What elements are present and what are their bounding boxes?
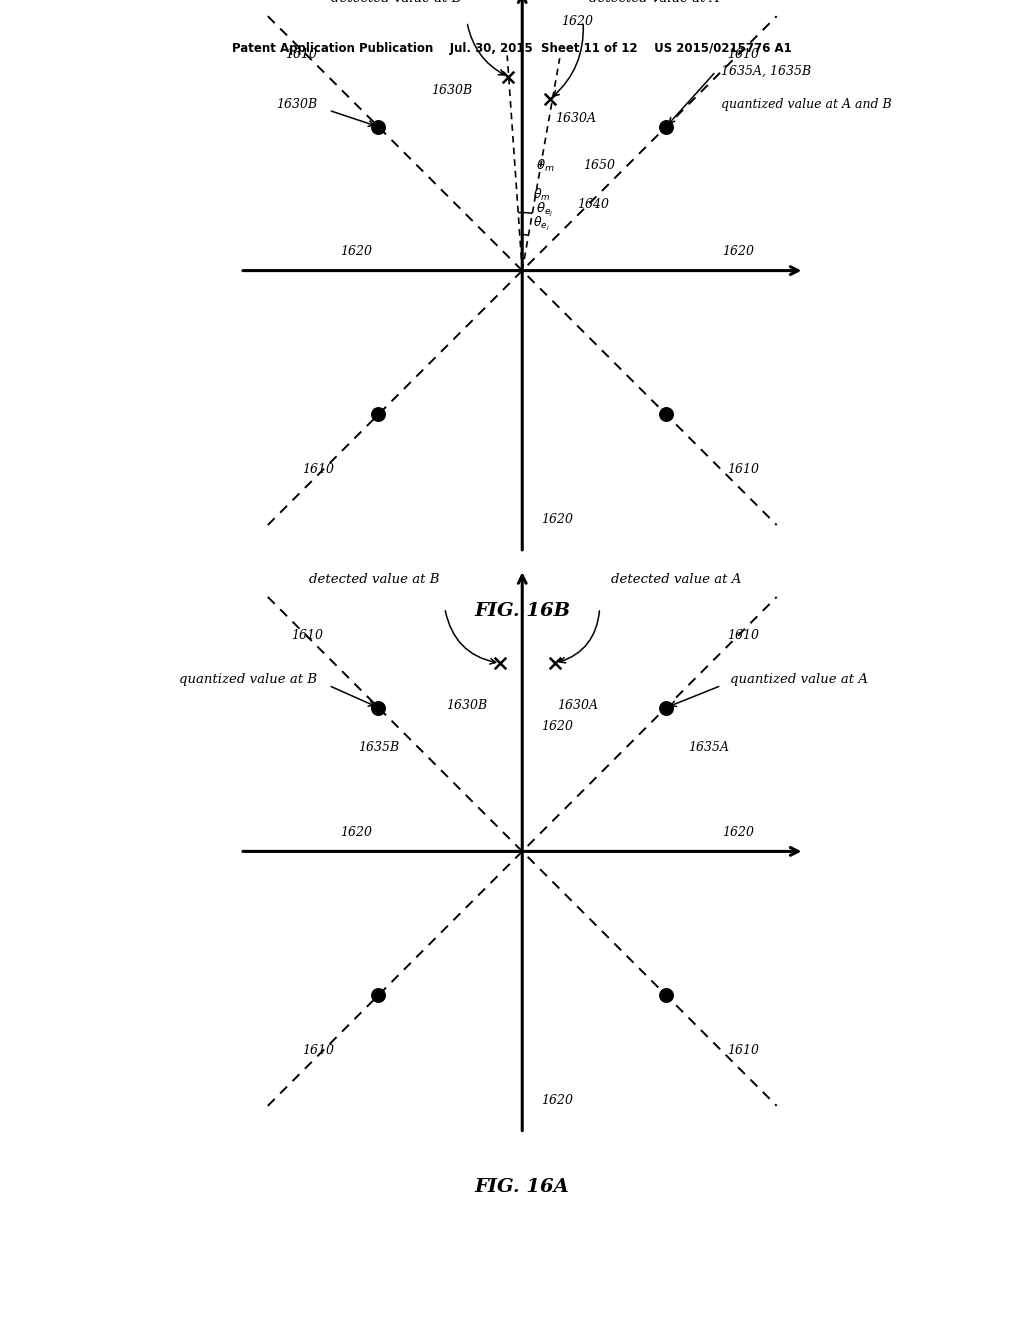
Text: 1620: 1620 (542, 721, 573, 734)
Text: 1630B: 1630B (276, 98, 317, 111)
Text: 1640: 1640 (578, 198, 609, 211)
Text: detected value at B: detected value at B (331, 0, 462, 5)
Text: 1620: 1620 (340, 825, 373, 838)
Text: detected value at A: detected value at A (589, 0, 719, 5)
Text: 1650: 1650 (583, 158, 615, 172)
Text: Patent Application Publication    Jul. 30, 2015  Sheet 11 of 12    US 2015/02157: Patent Application Publication Jul. 30, … (232, 42, 792, 55)
Point (371, 985, 387, 1006)
Text: FIG. 16A: FIG. 16A (475, 1177, 569, 1196)
Text: 1620: 1620 (561, 16, 593, 28)
Text: quantized value at B: quantized value at B (179, 673, 317, 686)
Text: FIG. 16B: FIG. 16B (474, 602, 570, 620)
Text: 1620: 1620 (542, 1094, 573, 1106)
Point (371, 697, 387, 718)
Text: 1620: 1620 (722, 244, 754, 257)
Text: 1635A, 1635B: 1635A, 1635B (721, 65, 811, 78)
Text: 1610: 1610 (727, 463, 759, 477)
Point (657, 985, 674, 1006)
Text: 1620: 1620 (542, 513, 573, 525)
Point (500, 66, 516, 87)
Text: $\theta_{e_j}$: $\theta_{e_j}$ (537, 201, 554, 219)
Text: 1610: 1610 (286, 49, 317, 61)
Point (542, 88, 558, 110)
Text: 1610: 1610 (302, 463, 334, 477)
Text: 1620: 1620 (340, 244, 373, 257)
Text: 1630A: 1630A (557, 700, 598, 713)
Text: 1635B: 1635B (357, 741, 399, 754)
Text: $\theta_{e_j}$: $\theta_{e_j}$ (534, 215, 550, 232)
Text: 1630A: 1630A (555, 112, 596, 125)
Text: $\theta_m$: $\theta_m$ (537, 157, 555, 173)
Text: detected value at B: detected value at B (309, 573, 439, 586)
Point (657, 404, 674, 425)
Text: quantized value at A and B: quantized value at A and B (721, 98, 892, 111)
Point (371, 116, 387, 137)
Text: 1610: 1610 (727, 630, 759, 642)
Text: 1610: 1610 (727, 1044, 759, 1057)
Text: 1635A: 1635A (688, 741, 729, 754)
Point (657, 697, 674, 718)
Text: detected value at A: detected value at A (610, 573, 741, 586)
Point (492, 653, 508, 675)
Text: 1610: 1610 (727, 49, 759, 61)
Text: $\theta_m$: $\theta_m$ (534, 186, 551, 203)
Point (547, 653, 563, 675)
Text: 1630B: 1630B (431, 84, 472, 98)
Point (371, 404, 387, 425)
Text: 1610: 1610 (302, 1044, 334, 1057)
Text: 1610: 1610 (291, 630, 324, 642)
Point (657, 116, 674, 137)
Text: 1630B: 1630B (446, 700, 487, 713)
Text: 1620: 1620 (722, 825, 754, 838)
Text: quantized value at A: quantized value at A (730, 673, 867, 686)
